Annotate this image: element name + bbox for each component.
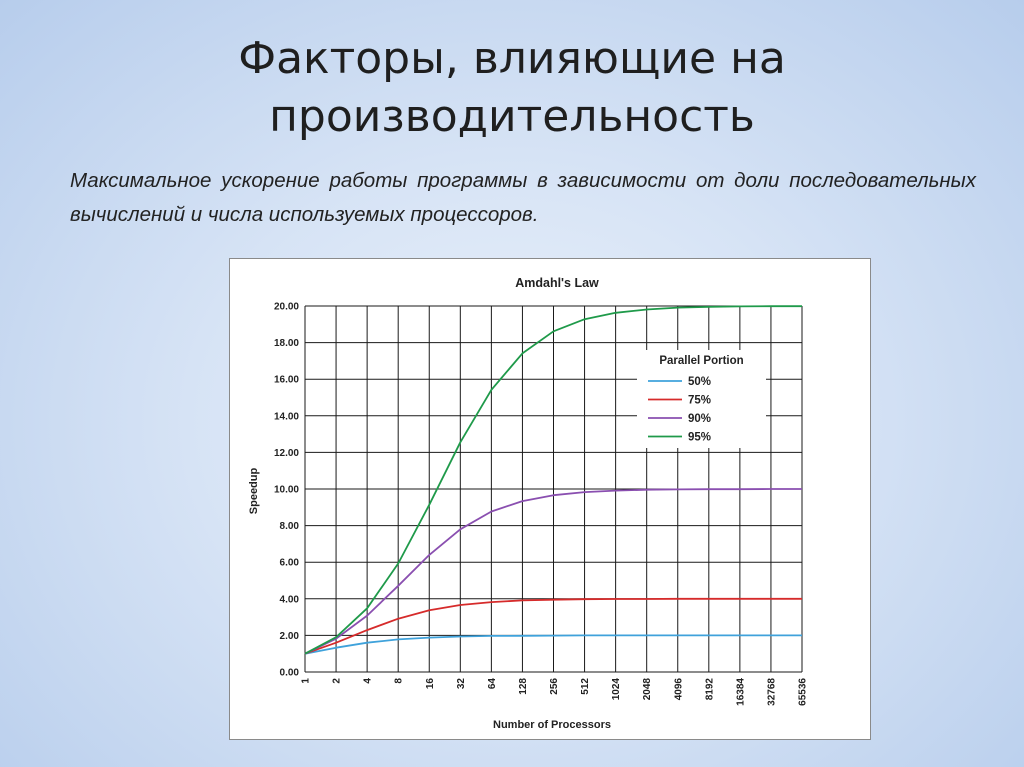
slide-title: Факторы, влияющие на производительность bbox=[0, 30, 1024, 146]
y-tick-label: 8.00 bbox=[280, 521, 300, 532]
slide-title-line1: Факторы, влияющие на bbox=[238, 33, 786, 84]
x-tick-label: 65536 bbox=[798, 678, 809, 706]
y-tick-label: 2.00 bbox=[280, 631, 300, 642]
legend-title: Parallel Portion bbox=[659, 355, 743, 367]
series-lines bbox=[304, 305, 802, 655]
series-line-95pct bbox=[304, 305, 802, 655]
grid: 0.00 2.00 4.00 6.00 8.00 10.00 12.00 14.00 16.00… bbox=[274, 302, 809, 706]
series-line-75pct bbox=[304, 597, 802, 655]
x-axis-label: Number of Processors bbox=[493, 719, 611, 731]
y-tick-label: 16.00 bbox=[274, 375, 299, 386]
legend-label: 75% bbox=[688, 395, 711, 407]
y-tick-label: 12.00 bbox=[274, 448, 299, 459]
slide-title-line2: производительность bbox=[269, 91, 755, 142]
x-tick-label: 1 bbox=[301, 678, 312, 684]
x-tick-label: 128 bbox=[518, 678, 529, 695]
x-tick-label: 32 bbox=[456, 678, 467, 690]
chart-title: Amdahl's Law bbox=[515, 276, 599, 290]
x-tick-label: 4 bbox=[363, 678, 374, 684]
x-tick-label: 8 bbox=[394, 678, 405, 684]
x-tick-label: 16384 bbox=[735, 678, 746, 706]
x-tick-label: 1024 bbox=[611, 678, 622, 701]
series-line-50pct bbox=[304, 634, 802, 655]
x-tick-label: 4096 bbox=[673, 678, 684, 701]
slide-subtitle: Максимальное ускорение работы программы … bbox=[70, 169, 976, 226]
x-tick-label: 8192 bbox=[704, 678, 715, 701]
y-tick-label: 10.00 bbox=[274, 485, 299, 496]
y-tick-label: 18.00 bbox=[274, 338, 299, 349]
y-axis-label: Speedup bbox=[248, 467, 260, 514]
x-tick-label: 512 bbox=[580, 678, 591, 695]
legend: Parallel Portion 50% 75% 90% 95% bbox=[637, 350, 766, 448]
y-tick-label: 20.00 bbox=[274, 302, 299, 313]
x-tick-label: 32768 bbox=[766, 678, 777, 706]
amdahl-chart: Amdahl's Law Speedup Number of Processor… bbox=[248, 276, 809, 731]
x-tick-label: 16 bbox=[425, 678, 436, 690]
x-tick-label: 2048 bbox=[642, 678, 653, 701]
legend-label: 90% bbox=[688, 413, 711, 425]
y-tick-label: 6.00 bbox=[280, 558, 300, 569]
legend-label: 50% bbox=[688, 376, 711, 388]
y-tick-label: 0.00 bbox=[280, 668, 300, 679]
x-tick-label: 256 bbox=[549, 678, 560, 695]
series-line-90pct bbox=[304, 488, 802, 655]
y-tick-label: 14.00 bbox=[274, 411, 299, 422]
y-tick-label: 4.00 bbox=[280, 594, 300, 605]
chart-frame: Amdahl's Law Speedup Number of Processor… bbox=[229, 258, 871, 740]
x-tick-label: 2 bbox=[332, 678, 343, 684]
legend-label: 95% bbox=[688, 432, 711, 444]
x-tick-label: 64 bbox=[487, 678, 498, 690]
